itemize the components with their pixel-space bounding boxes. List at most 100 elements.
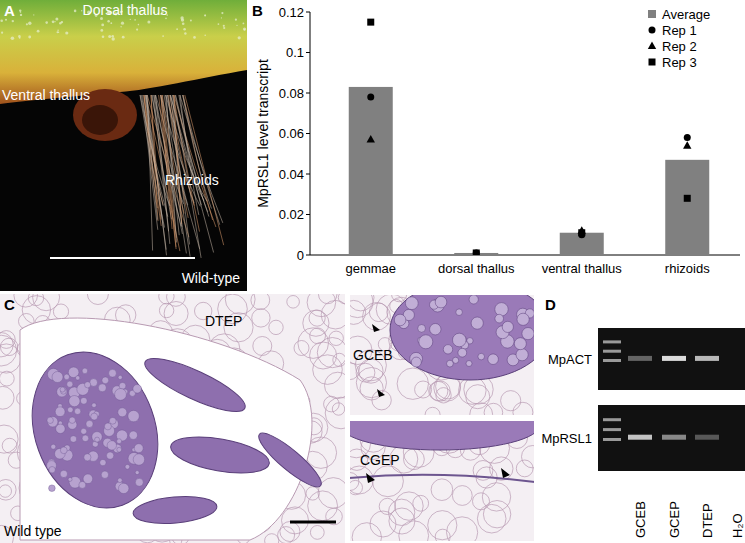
cell-outline (431, 479, 453, 501)
gemma-cell (68, 477, 72, 481)
cell-outline (452, 486, 472, 506)
gemma-cell (118, 478, 123, 483)
gemma-cell (55, 407, 65, 417)
gemma-cell (443, 345, 452, 354)
gemma-cell (135, 471, 139, 475)
gemma-cell (98, 384, 106, 392)
cell-outline (310, 342, 337, 369)
rhizoid (183, 95, 212, 209)
gemma-cell (60, 387, 65, 392)
legend-label: Rep 3 (662, 55, 697, 70)
ventral-tissue-dark (82, 105, 118, 135)
cell-outline (225, 294, 255, 314)
thallus-texture (136, 29, 138, 31)
thallus-texture (74, 10, 77, 13)
gemma-cell (81, 428, 87, 434)
gemma-cell (60, 470, 67, 477)
gemma-cell (92, 403, 97, 408)
thallus-texture (1, 32, 3, 34)
cell-outline (477, 504, 506, 533)
cell-outline (501, 391, 521, 411)
label: Rhizoids (165, 172, 219, 188)
gemma-cell (478, 353, 485, 360)
cell-outline (516, 460, 533, 477)
gemma-cell (49, 467, 55, 473)
gemma-cell (95, 437, 100, 442)
gemma-cell (109, 417, 116, 424)
cell-outline (87, 294, 108, 305)
cell-outline (395, 492, 423, 520)
point (684, 195, 691, 202)
thallus-texture (20, 11, 22, 13)
cell-outline (352, 523, 381, 542)
gemma (132, 493, 218, 526)
tick-label: 0 (297, 248, 304, 263)
gemma-cell (101, 471, 108, 478)
caption: Wild type (4, 523, 62, 539)
thallus-texture (243, 28, 246, 31)
thallus-texture (223, 27, 225, 29)
plot-marks (349, 19, 710, 255)
cell-outline (325, 372, 346, 398)
cell-outline (164, 302, 188, 326)
cell-outline (482, 483, 510, 511)
cell-outline (310, 526, 324, 540)
scale-bar (50, 257, 195, 259)
cell-outline (251, 294, 270, 310)
cell-outline (338, 294, 345, 304)
inset-border (349, 420, 535, 542)
gemma-cell (91, 413, 98, 420)
cell-outline (447, 517, 478, 542)
row-label: MpACT (548, 352, 592, 367)
cell-outline (404, 449, 425, 470)
thallus-texture (0, 20, 3, 23)
cell-outline (2, 438, 17, 453)
legend-swatch (649, 59, 656, 66)
cell-outline (349, 473, 359, 491)
ladder-band (603, 350, 621, 353)
gemma-cell (84, 454, 91, 461)
gel-band (628, 435, 652, 440)
cell-outline (33, 294, 60, 311)
gemma-cell (56, 424, 65, 433)
cell-outline (287, 296, 300, 309)
gemma-cell (104, 423, 111, 430)
gemma (390, 294, 535, 380)
thallus-texture (130, 19, 131, 20)
cell-outline (428, 511, 457, 540)
category-label: rhizoids (665, 261, 710, 276)
gemma (139, 349, 251, 421)
cell-outline (282, 507, 309, 534)
cell-outline (332, 403, 344, 415)
cell-outline (0, 480, 16, 501)
cell-outline (308, 491, 338, 521)
gemma-cell (67, 381, 73, 387)
tick (306, 52, 310, 53)
gemma-cell (430, 324, 441, 335)
arrowhead (366, 468, 510, 483)
gemma-cell (102, 377, 109, 384)
ladder-band (603, 428, 621, 431)
gemma-cell (68, 407, 74, 413)
thallus-texture (193, 36, 196, 39)
figure: ADorsal thallusVentral thallusRhizoidsWi… (0, 0, 745, 543)
gemma-cell (447, 360, 454, 367)
gel-image (598, 405, 745, 471)
gemma-cell (394, 314, 406, 326)
panel-d: DMpACTMpRSL1GCEBGCEPDTEPH₂O (541, 296, 745, 538)
gel-image (598, 328, 745, 390)
ladder-band (603, 340, 621, 343)
thallus-texture (221, 12, 223, 14)
cell-outline (483, 501, 510, 528)
gemma (349, 420, 535, 450)
thallus-texture (107, 20, 109, 22)
lane-label: DTEP (700, 503, 715, 538)
gemma-cell (76, 376, 80, 380)
cell-outline (159, 294, 174, 304)
thallus-texture (57, 31, 59, 33)
scale-bar (290, 521, 336, 524)
thallus-texture (19, 37, 21, 39)
cell-outline (372, 466, 403, 497)
tick-label: 0.08 (279, 86, 304, 101)
thallus-texture (243, 23, 245, 25)
